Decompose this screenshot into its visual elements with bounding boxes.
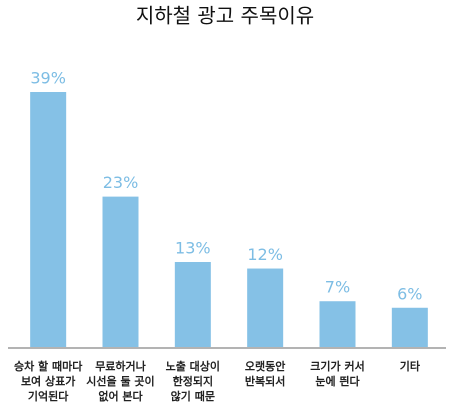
bar <box>30 92 67 347</box>
x-tick-label: 한정되지 <box>173 374 213 388</box>
bar <box>319 301 356 347</box>
bar <box>174 262 211 347</box>
x-tick-label: 노출 대상이 <box>166 359 220 373</box>
x-tick-label: 시선을 둘 곳이 <box>86 374 154 388</box>
x-tick-label: 크기가 커서 <box>310 359 364 373</box>
value-label: 12% <box>247 245 283 264</box>
value-label: 23% <box>103 173 139 192</box>
x-tick-label: 없어 본다 <box>98 389 143 403</box>
value-label: 39% <box>30 69 66 88</box>
x-tick-label: 반복되서 <box>245 374 285 388</box>
value-label: 13% <box>175 239 211 258</box>
x-tick-label: 무료하거나 <box>95 359 146 373</box>
x-tick-label: 기억된다 <box>28 389 69 403</box>
bar <box>102 196 139 347</box>
x-tick-label: 오랫동안 <box>245 359 285 373</box>
value-label: 7% <box>325 278 350 297</box>
x-tick-label: 않기 때문 <box>171 389 215 403</box>
bar <box>247 268 284 347</box>
x-tick-label: 눈에 띈다 <box>315 374 360 388</box>
x-tick-label: 기타 <box>400 359 421 373</box>
bar <box>391 307 428 347</box>
x-tick-label: 보여 상표가 <box>21 374 75 388</box>
chart-title: 지하철 광고 주목이유 <box>136 4 314 28</box>
value-label: 6% <box>397 284 422 303</box>
x-tick-label: 승차 할 때마다 <box>14 359 83 373</box>
